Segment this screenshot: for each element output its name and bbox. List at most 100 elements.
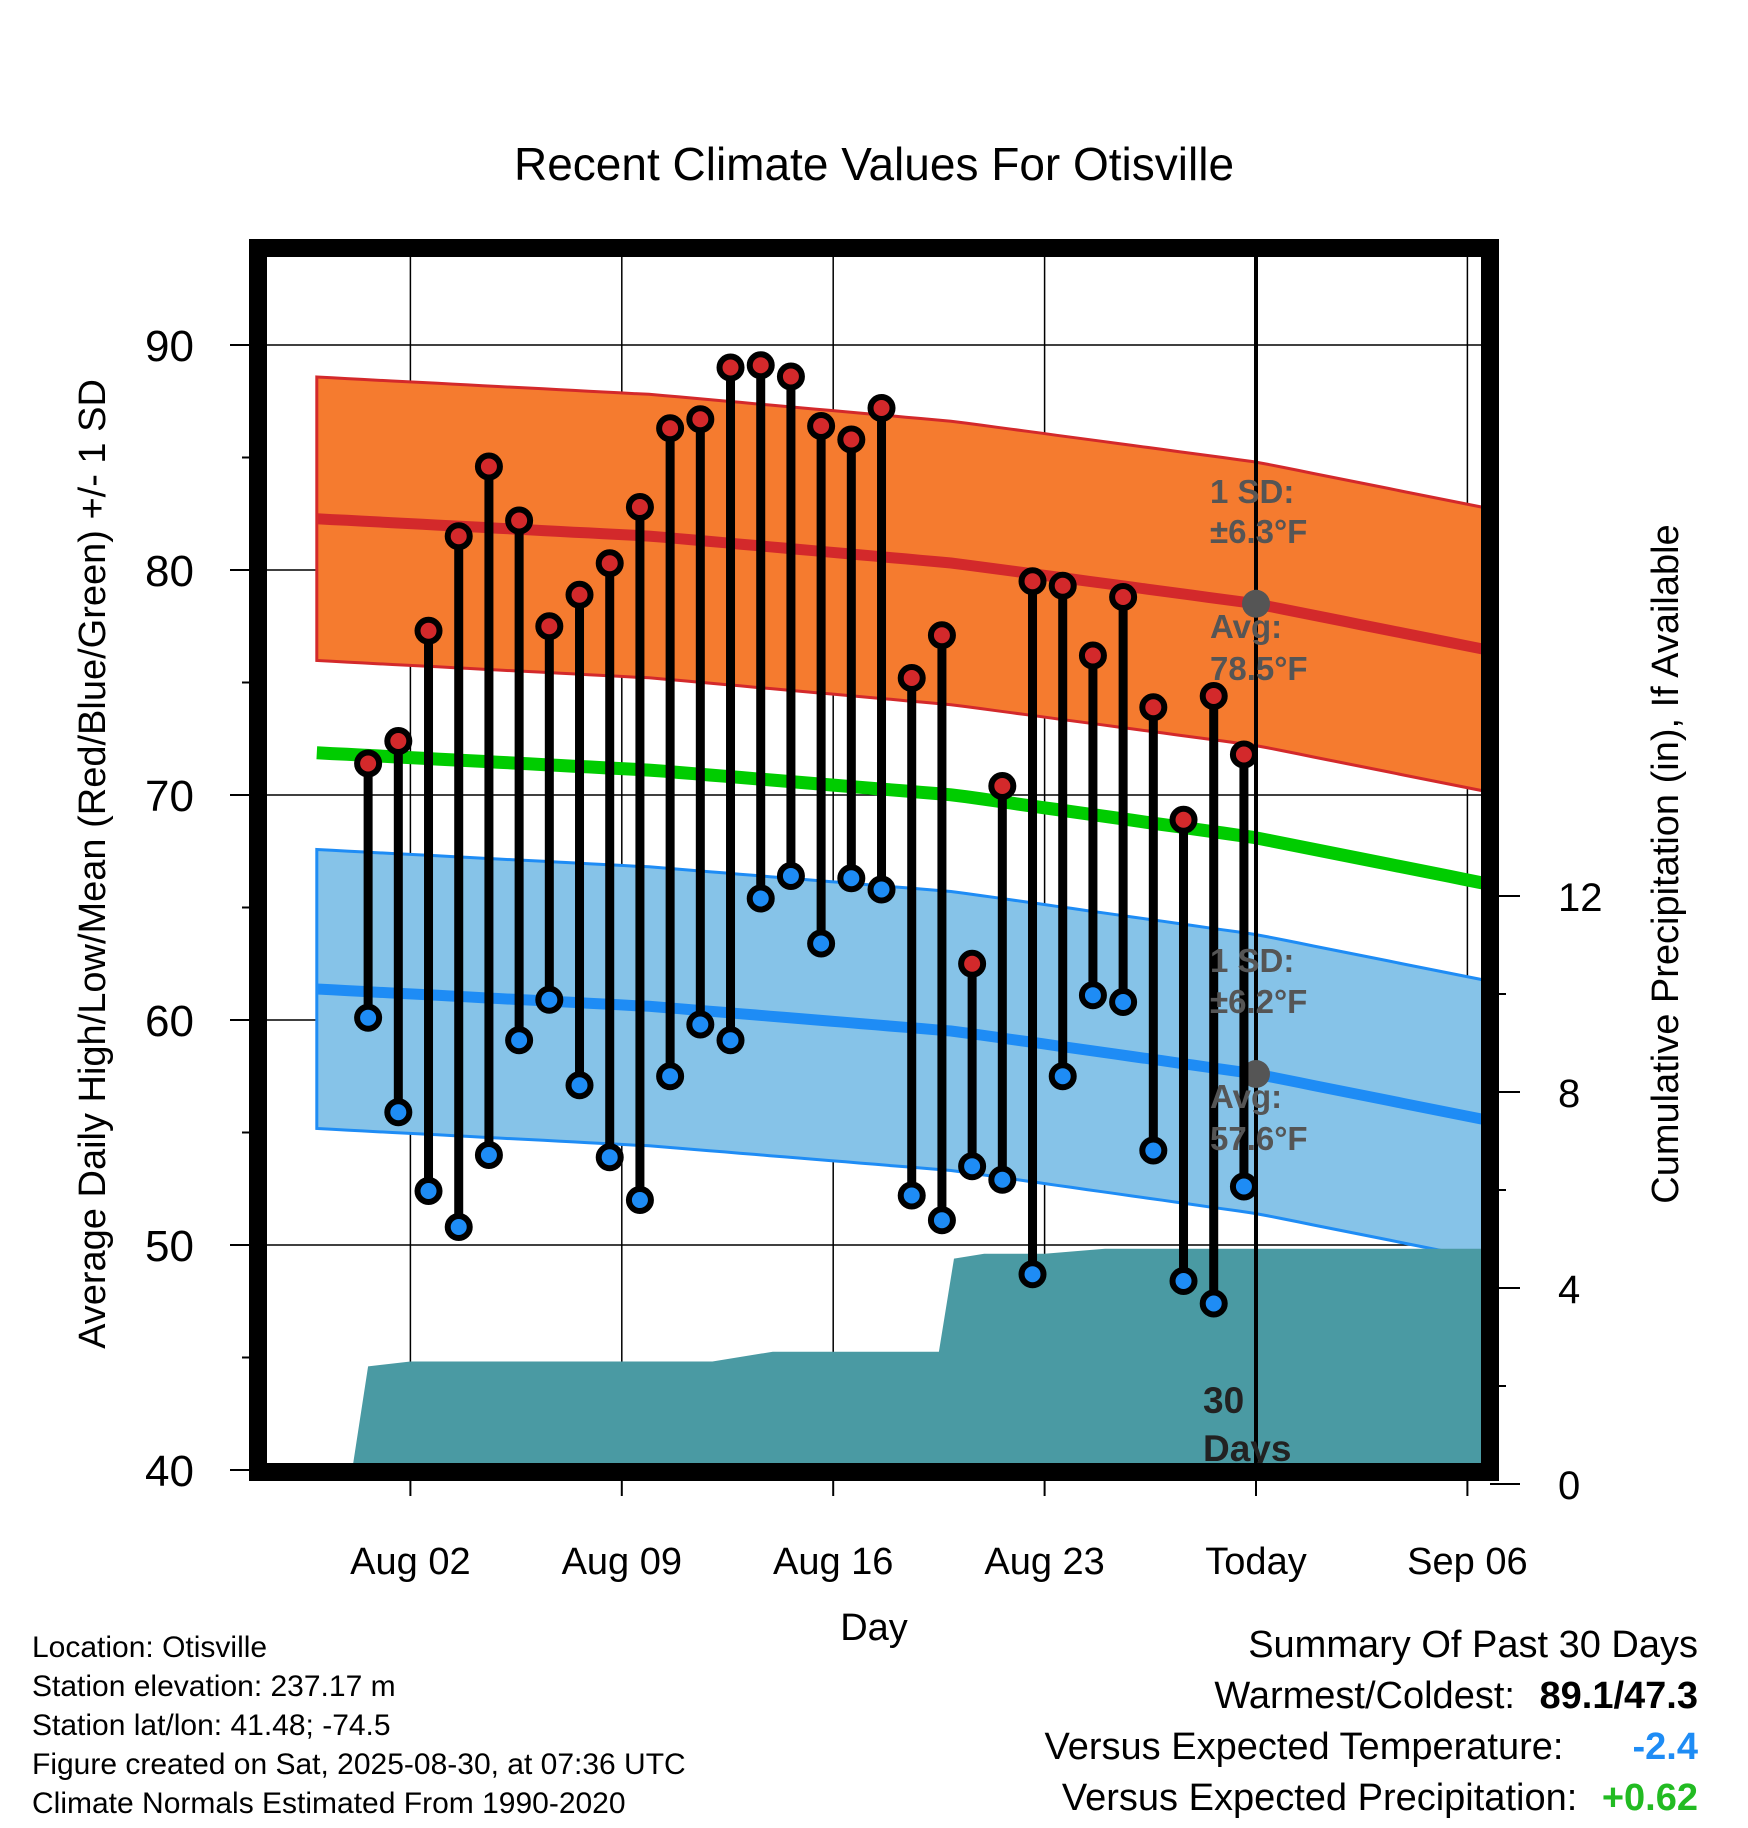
high-point xyxy=(414,616,443,645)
days-label: Days xyxy=(1203,1428,1291,1469)
low-point xyxy=(1078,981,1107,1010)
low-point xyxy=(897,1181,926,1210)
y2-tick-label: 4 xyxy=(1558,1268,1580,1312)
high-point xyxy=(776,362,805,391)
high-point xyxy=(958,949,987,978)
low-point xyxy=(444,1213,473,1241)
elevation-text: Station elevation: 237.17 m xyxy=(32,1670,396,1703)
high-point xyxy=(988,772,1017,800)
high-point xyxy=(1229,740,1258,769)
precip-area xyxy=(351,1248,1490,1472)
high-point xyxy=(807,412,836,440)
x-tick-label: Sep 06 xyxy=(1407,1541,1527,1583)
high-point xyxy=(474,452,503,481)
low-sd-label: 1 SD: xyxy=(1210,942,1294,979)
chart-title: Recent Climate Values For Otisville xyxy=(514,138,1234,190)
high-point xyxy=(354,749,383,778)
low-point xyxy=(1139,1136,1168,1165)
low-point xyxy=(384,1098,413,1127)
x-tick-label: Aug 09 xyxy=(562,1541,682,1583)
low-point xyxy=(535,985,564,1014)
high-point xyxy=(505,506,534,535)
low-point xyxy=(776,862,805,890)
days-count: 30 xyxy=(1203,1380,1244,1421)
y-tick-label: 70 xyxy=(145,772,194,821)
precip-diff-row: Versus Expected Precipitation: +0.62 xyxy=(798,1773,1698,1824)
low-point xyxy=(1109,988,1138,1016)
high-point xyxy=(1169,805,1198,834)
high-point xyxy=(535,612,564,641)
high-avg-label: Avg: xyxy=(1210,608,1282,645)
high-point xyxy=(1109,583,1138,611)
low-point xyxy=(1018,1260,1047,1289)
high-point xyxy=(1048,571,1077,600)
low-avg-value: 57.6°F xyxy=(1210,1120,1308,1157)
low-point xyxy=(837,864,866,893)
low-point xyxy=(595,1143,624,1172)
y2-axis-label: Cumulative Precipitation (in), If Availa… xyxy=(1645,524,1687,1203)
high-point xyxy=(897,664,926,692)
high-point xyxy=(384,727,413,755)
low-point xyxy=(958,1152,987,1181)
low-point xyxy=(1229,1172,1258,1201)
summary-panel: Summary Of Past 30 Days Warmest/Coldest:… xyxy=(798,1620,1698,1824)
y-tick-label: 40 xyxy=(145,1447,194,1496)
low-point xyxy=(1169,1267,1198,1295)
x-tick-label: Today xyxy=(1205,1541,1306,1583)
low-point xyxy=(1199,1289,1228,1318)
y2-tick-label: 8 xyxy=(1558,1072,1580,1116)
station-info: Location: Otisville Station elevation: 2… xyxy=(32,1628,812,1823)
y-tick-label: 90 xyxy=(145,322,194,371)
high-sd-value: ±6.3°F xyxy=(1210,513,1307,550)
high-point xyxy=(1199,682,1228,710)
high-point xyxy=(565,580,594,609)
y-tick-label: 80 xyxy=(145,547,194,596)
low-avg-label: Avg: xyxy=(1210,1078,1282,1115)
low-point xyxy=(1048,1062,1077,1091)
low-point xyxy=(565,1071,594,1100)
x-axis-label: Day xyxy=(840,1607,908,1649)
high-point xyxy=(867,394,896,422)
warm-cold-value: 89.1/47.3 xyxy=(1539,1675,1698,1717)
low-point xyxy=(716,1026,745,1055)
plot-frame xyxy=(249,239,1499,1481)
high-point xyxy=(716,353,745,382)
high-sd-label: 1 SD: xyxy=(1210,473,1294,510)
warm-cold-label: Warmest/Coldest: xyxy=(1214,1675,1515,1717)
created-text: Figure created on Sat, 2025-08-30, at 07… xyxy=(32,1748,686,1781)
normals-text: Climate Normals Estimated From 1990-2020 xyxy=(32,1787,626,1820)
y2-tick-label: 0 xyxy=(1558,1464,1580,1508)
low-point xyxy=(505,1026,534,1055)
summary-title: Summary Of Past 30 Days xyxy=(1248,1624,1698,1666)
precip-diff-value: +0.62 xyxy=(1601,1777,1698,1819)
precip-diff-label: Versus Expected Precipitation: xyxy=(1061,1777,1578,1819)
high-avg-value: 78.5°F xyxy=(1210,650,1308,687)
plot-area xyxy=(258,248,1490,1472)
y-tick-label: 50 xyxy=(145,1222,194,1271)
low-point xyxy=(927,1206,956,1235)
low-point xyxy=(686,1010,715,1039)
y-tick-label: 60 xyxy=(145,997,194,1046)
today-high-avg-marker xyxy=(1242,589,1270,618)
high-point xyxy=(837,425,866,454)
high-point xyxy=(595,549,624,578)
location-text: Location: Otisville xyxy=(32,1631,268,1664)
temp-diff-value: -2.4 xyxy=(1632,1726,1698,1768)
latlon-text: Station lat/lon: 41.48; -74.5 xyxy=(32,1709,391,1742)
low-point xyxy=(625,1186,654,1214)
high-point xyxy=(444,522,473,551)
y-axis-label: Average Daily High/Low/Mean (Red/Blue/Gr… xyxy=(72,379,114,1349)
y2-tick-label: 12 xyxy=(1558,876,1603,920)
x-tick-label: Aug 23 xyxy=(984,1541,1104,1583)
low-point xyxy=(867,875,896,904)
high-point xyxy=(625,493,654,521)
high-point xyxy=(746,351,775,380)
today-low-avg-marker xyxy=(1242,1060,1270,1088)
low-sd-band xyxy=(315,847,1490,1262)
low-point xyxy=(414,1177,443,1205)
low-point xyxy=(474,1141,503,1169)
low-point xyxy=(656,1062,685,1091)
low-point xyxy=(988,1165,1017,1194)
